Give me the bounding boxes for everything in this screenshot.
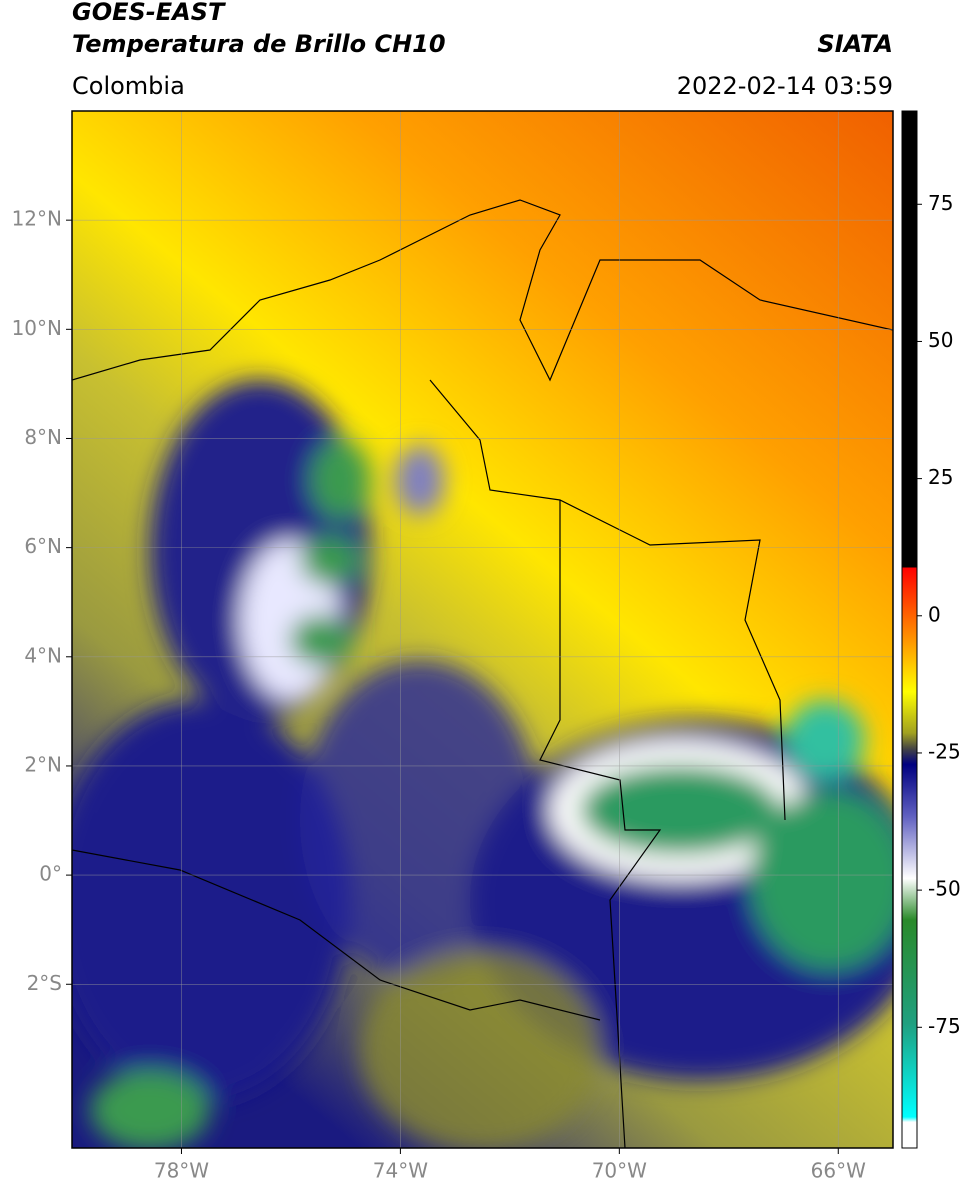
colorbar-tick-label: -75: [928, 1014, 961, 1038]
colorbar-tick-label: 75: [928, 191, 953, 215]
colorbar-tick-label: -50: [928, 877, 961, 901]
y-tick-label: 6°N: [24, 534, 62, 558]
x-tick-label: 74°W: [373, 1159, 428, 1183]
title: GOES-EAST: [72, 0, 226, 26]
y-tick-label: 12°N: [12, 207, 62, 231]
colorbar: [901, 110, 918, 1149]
x-tick-label: 70°W: [592, 1159, 647, 1183]
y-tick-label: 10°N: [12, 316, 62, 340]
y-tick-label: 2°S: [27, 971, 62, 995]
y-tick-label: 8°N: [24, 425, 62, 449]
satellite-image: [72, 111, 893, 1148]
colorbar-tick-label: -25: [928, 739, 961, 763]
y-tick-label: 4°N: [24, 643, 62, 667]
y-tick-label: 2°N: [24, 752, 62, 776]
colorbar-tick-label: 0: [928, 602, 941, 626]
brand: SIATA: [817, 30, 893, 58]
colorbar-tick-label: 25: [928, 465, 953, 489]
timestamp: 2022-02-14 03:59: [677, 72, 893, 100]
region: Colombia: [72, 72, 185, 100]
x-tick-label: 78°W: [154, 1159, 209, 1183]
colorbar-tick-label: 50: [928, 328, 953, 352]
map-frame: [71, 110, 894, 1149]
y-tick-label: 0°: [39, 862, 62, 886]
x-tick-label: 66°W: [811, 1159, 866, 1183]
subtitle: Temperatura de Brillo CH10: [72, 30, 446, 58]
